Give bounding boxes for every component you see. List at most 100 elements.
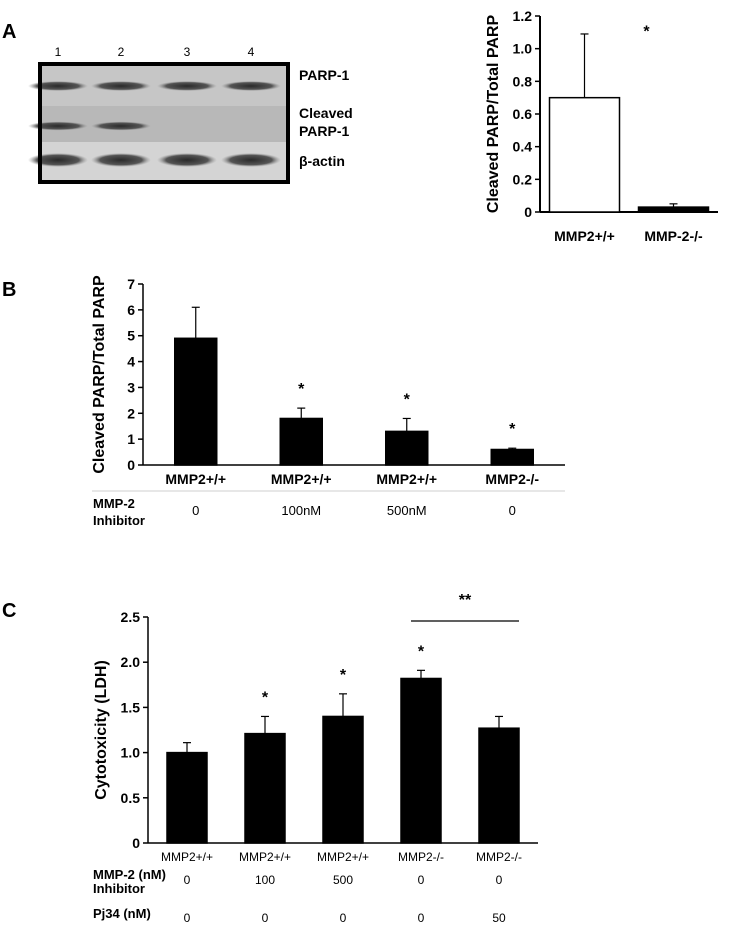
significance-marker: ** [459, 592, 472, 609]
bar [548, 96, 621, 213]
y-tick-label: 0 [127, 457, 135, 473]
condition-value: 100nM [281, 503, 321, 518]
condition-label: Pj34 (nM) [93, 906, 151, 921]
western-blot: 1 2 3 4 PARP-1 Cleaved PARP-1 β-actin [28, 45, 353, 184]
bar [400, 677, 442, 844]
bar [478, 727, 520, 844]
condition-value: 0 [184, 873, 191, 887]
y-axis-label: Cleaved PARP/Total PARP [485, 15, 502, 214]
x-category-label: MMP2+/+ [239, 850, 291, 864]
y-tick-label: 2.0 [121, 654, 141, 670]
y-tick-label: 0.2 [513, 171, 533, 187]
x-category-label: MMP2+/+ [165, 471, 226, 487]
condition-value: 0 [509, 503, 516, 518]
blot-band [157, 153, 217, 167]
bar [637, 206, 710, 213]
x-category-label: MMP2-/- [476, 850, 522, 864]
significance-marker: * [404, 391, 411, 408]
y-tick-label: 6 [127, 302, 135, 318]
lane-number: 1 [55, 45, 62, 59]
y-tick-label: 1.0 [513, 41, 533, 57]
x-category-label: MMP-2-/- [644, 228, 703, 244]
x-category-label: MMP2+/+ [271, 471, 332, 487]
x-category-label: MMP2+/+ [161, 850, 213, 864]
blot-band [91, 121, 151, 131]
x-category-label: MMP2-/- [398, 850, 444, 864]
lane-number: 3 [184, 45, 191, 59]
condition-label: MMP-2 [93, 496, 135, 511]
y-tick-label: 0.8 [513, 73, 533, 89]
y-tick-label: 1.0 [121, 745, 141, 761]
blot-label-beta-actin: β-actin [299, 153, 345, 169]
bar [166, 751, 208, 844]
blot-label-parp1: PARP-1 [299, 67, 350, 83]
bar [244, 732, 286, 844]
y-tick-label: 0.6 [513, 106, 533, 122]
bar [174, 337, 218, 466]
panel-c-letter: C [2, 600, 16, 622]
chart-b: 0 1 2 3 4 5 6 7 Cleaved PARP/Total PARP MMP2+/+ MM… [91, 275, 565, 528]
condition-value: 0 [418, 911, 425, 925]
x-category-label: MMP2+/+ [376, 471, 437, 487]
blot-label-cleaved: Cleaved [299, 105, 353, 121]
y-tick-label: 1.5 [121, 699, 141, 715]
significance-marker: * [340, 667, 347, 684]
y-axis-label: Cytotoxicity (LDH) [93, 660, 110, 800]
blot-band [28, 121, 88, 131]
x-category-label: MMP2+/+ [317, 850, 369, 864]
bar [322, 715, 364, 844]
y-tick-label: 1 [127, 431, 135, 447]
condition-value: 500 [333, 873, 353, 887]
blot-frame [38, 62, 290, 184]
chart-a: 0 0.2 0.4 0.6 0.8 1.0 1.2 Cleaved PARP/Total PA… [485, 8, 718, 244]
blot-label-cleaved-parp1: PARP-1 [299, 123, 350, 139]
y-tick-label: 2 [127, 405, 135, 421]
blot-band [91, 81, 151, 91]
blot-band [221, 153, 281, 167]
significance-marker: * [418, 643, 425, 660]
bar [279, 417, 323, 466]
condition-label: MMP-2 (nM) [93, 867, 166, 882]
condition-value: 0 [192, 503, 199, 518]
y-tick-label: 3 [127, 379, 135, 395]
significance-marker: * [298, 381, 305, 398]
bar [385, 430, 429, 466]
condition-value: 0 [340, 911, 347, 925]
bar [490, 448, 534, 466]
significance-marker: * [509, 421, 516, 438]
significance-marker: * [643, 23, 650, 40]
condition-value: 100 [255, 873, 275, 887]
y-axis-label: Cleaved PARP/Total PARP [91, 275, 108, 474]
blot-band [28, 81, 88, 91]
x-category-label: MMP2-/- [485, 471, 539, 487]
condition-value: 500nM [387, 503, 427, 518]
panel-a-letter: A [2, 21, 16, 43]
y-tick-label: 2.5 [121, 609, 141, 625]
y-tick-label: 7 [127, 276, 135, 292]
lane-number: 4 [248, 45, 255, 59]
condition-value: 0 [418, 873, 425, 887]
significance-marker: * [262, 689, 269, 706]
condition-value: 50 [492, 911, 506, 925]
y-tick-label: 0.4 [513, 139, 533, 155]
condition-value: 0 [262, 911, 269, 925]
blot-band [157, 81, 217, 91]
blot-band [28, 153, 88, 167]
blot-band [221, 81, 281, 91]
condition-label: Inhibitor [93, 513, 145, 528]
y-tick-label: 0 [524, 204, 532, 220]
x-category-label: MMP2+/+ [554, 228, 615, 244]
chart-c: 0 0.5 1.0 1.5 2.0 2.5 Cytotoxicity (LDH) MMP2+/… [93, 592, 538, 925]
y-tick-label: 0.5 [121, 790, 141, 806]
blot-band [91, 153, 151, 167]
y-tick-label: 1.2 [513, 8, 533, 24]
lane-number: 2 [118, 45, 125, 59]
panel-b-letter: B [2, 279, 16, 301]
y-tick-label: 5 [127, 328, 135, 344]
y-tick-label: 0 [132, 835, 140, 851]
y-tick-label: 4 [127, 354, 135, 370]
condition-value: 0 [184, 911, 191, 925]
condition-value: 0 [496, 873, 503, 887]
condition-label: Inhibitor [93, 881, 145, 896]
